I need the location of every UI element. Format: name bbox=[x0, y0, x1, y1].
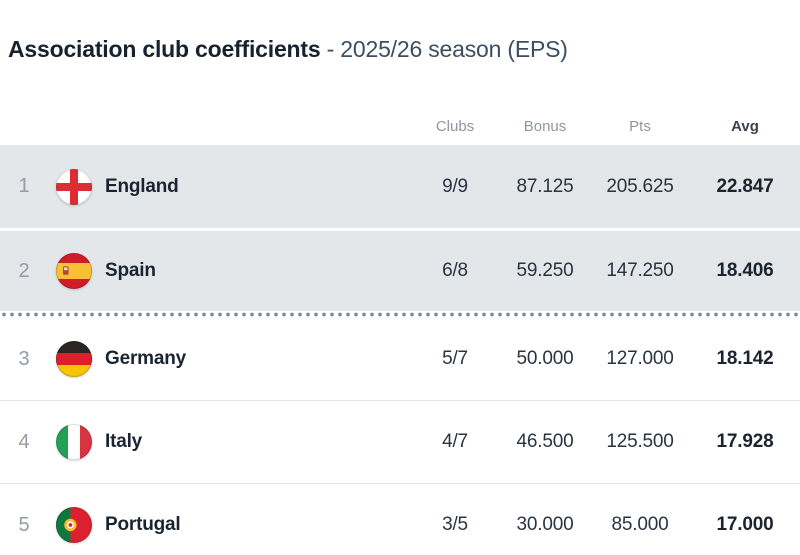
country-name: Portugal bbox=[105, 514, 181, 535]
bonus-value: 59.250 bbox=[516, 260, 574, 281]
country-name: Germany bbox=[105, 348, 186, 369]
avg-value: 18.142 bbox=[716, 348, 774, 369]
pts-value: 127.000 bbox=[606, 348, 674, 369]
table-row-portugal[interactable]: 5 Portugal 3/5 30.000 85.000 17.000 bbox=[0, 484, 800, 555]
avg-value: 17.000 bbox=[716, 514, 774, 535]
table-row-spain[interactable]: 2 Spain 6/8 59.250 147.250 18.406 bbox=[0, 228, 800, 311]
pts-value: 147.250 bbox=[606, 260, 674, 281]
pts-value: 205.625 bbox=[606, 175, 674, 197]
title-suffix: - 2025/26 season (EPS) bbox=[320, 36, 568, 62]
bonus-value: 87.125 bbox=[516, 175, 574, 197]
bonus-value: 46.500 bbox=[516, 431, 574, 452]
england-flag-icon bbox=[56, 168, 92, 205]
avg-value: 18.406 bbox=[716, 260, 774, 281]
italy-flag-icon bbox=[56, 424, 92, 460]
clubs-value: 4/7 bbox=[442, 431, 468, 452]
germany-flag-icon bbox=[56, 341, 92, 377]
rank: 3 bbox=[18, 347, 30, 370]
bonus-value: 50.000 bbox=[516, 348, 574, 369]
clubs-value: 6/8 bbox=[442, 260, 468, 281]
page-title: Association club coefficients - 2025/26 … bbox=[0, 0, 800, 63]
title-main: Association club coefficients bbox=[8, 36, 321, 62]
table-row-germany[interactable]: 3 Germany 5/7 50.000 127.000 18.142 bbox=[0, 318, 800, 401]
column-header-pts: Pts bbox=[629, 117, 651, 135]
table-header: Clubs Bonus Pts Avg bbox=[0, 115, 800, 137]
column-header-bonus: Bonus bbox=[523, 117, 567, 135]
portugal-flag-icon bbox=[56, 507, 92, 543]
clubs-value: 3/5 bbox=[442, 514, 468, 535]
country-name: Spain bbox=[105, 260, 156, 281]
avg-value: 22.847 bbox=[716, 175, 774, 197]
rank: 1 bbox=[18, 175, 30, 197]
rank: 4 bbox=[18, 430, 30, 453]
country-name: England bbox=[105, 175, 179, 197]
rank: 2 bbox=[18, 259, 30, 282]
column-header-clubs: Clubs bbox=[435, 117, 475, 135]
table-row-italy[interactable]: 4 Italy 4/7 46.500 125.500 17.928 bbox=[0, 401, 800, 484]
column-header-avg: Avg bbox=[731, 117, 759, 135]
qualification-cutoff-divider bbox=[0, 311, 800, 318]
pts-value: 125.500 bbox=[606, 431, 674, 452]
clubs-value: 9/9 bbox=[442, 175, 468, 197]
rank: 5 bbox=[18, 513, 30, 536]
avg-value: 17.928 bbox=[716, 431, 774, 452]
pts-value: 85.000 bbox=[611, 514, 669, 535]
spain-flag-icon bbox=[56, 253, 92, 289]
country-name: Italy bbox=[105, 431, 143, 452]
table-body: 1 England 9/9 87.125 205.625 22.847 2 Sp… bbox=[0, 145, 800, 555]
clubs-value: 5/7 bbox=[442, 348, 468, 369]
table-row-england[interactable]: 1 England 9/9 87.125 205.625 22.847 bbox=[0, 145, 800, 228]
bonus-value: 30.000 bbox=[516, 514, 574, 535]
